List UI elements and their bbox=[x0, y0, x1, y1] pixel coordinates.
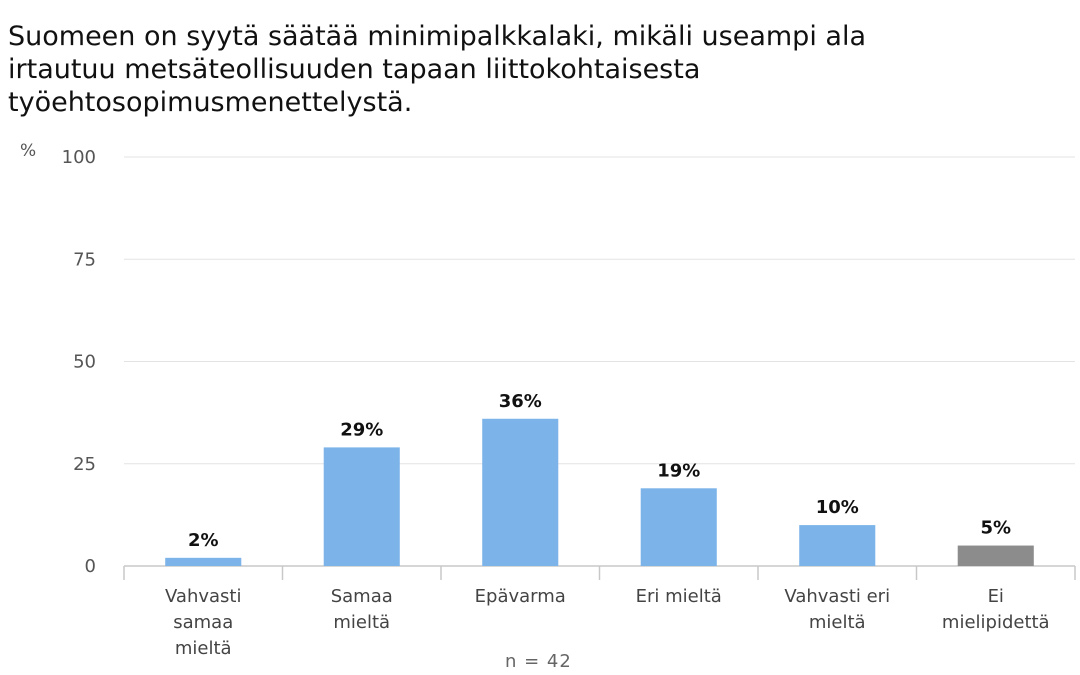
bar-2 bbox=[323, 447, 400, 566]
bar-4 bbox=[640, 488, 717, 566]
category-label-5: Vahvasti eri bbox=[784, 586, 890, 607]
category-label-2: Samaa bbox=[331, 586, 393, 607]
y-tick-label-25: 25 bbox=[73, 454, 96, 475]
y-unit-label: % bbox=[20, 141, 37, 161]
y-tick-label-50: 50 bbox=[73, 352, 96, 373]
bar-1 bbox=[165, 557, 242, 566]
category-label-6: Ei bbox=[988, 586, 1004, 607]
category-label-3: Epävarma bbox=[475, 586, 566, 607]
chart-title: Suomeen on syytä säätää minimipalkkalaki… bbox=[8, 20, 1068, 119]
sample-size-note: n = 42 bbox=[505, 651, 572, 672]
category-label-6: mielipidettä bbox=[942, 612, 1050, 633]
category-label-4: Eri mieltä bbox=[636, 586, 722, 607]
data-label-1: 2% bbox=[188, 530, 219, 551]
title-line-2: irtautuu metsäteollisuuden tapaan liitto… bbox=[8, 54, 701, 85]
category-label-1: mieltä bbox=[175, 638, 232, 659]
data-label-2: 29% bbox=[340, 419, 383, 440]
y-tick-label-100: 100 bbox=[62, 147, 96, 168]
data-label-6: 5% bbox=[980, 518, 1011, 539]
data-label-3: 36% bbox=[499, 391, 542, 412]
category-label-1: samaa bbox=[173, 612, 233, 633]
y-tick-label-75: 75 bbox=[73, 249, 96, 270]
title-line-1: Suomeen on syytä säätää minimipalkkalaki… bbox=[8, 21, 867, 52]
bar-3 bbox=[482, 418, 559, 566]
category-label-5: mieltä bbox=[809, 612, 866, 633]
data-label-5: 10% bbox=[816, 497, 859, 518]
y-tick-label-0: 0 bbox=[85, 556, 96, 577]
bar-6 bbox=[957, 545, 1034, 566]
category-label-2: mieltä bbox=[333, 612, 390, 633]
category-label-1: Vahvasti bbox=[165, 586, 241, 607]
bar-5 bbox=[799, 525, 876, 566]
title-line-3: työehtosopimusmenettelystä. bbox=[8, 87, 413, 118]
data-label-4: 19% bbox=[657, 460, 700, 481]
